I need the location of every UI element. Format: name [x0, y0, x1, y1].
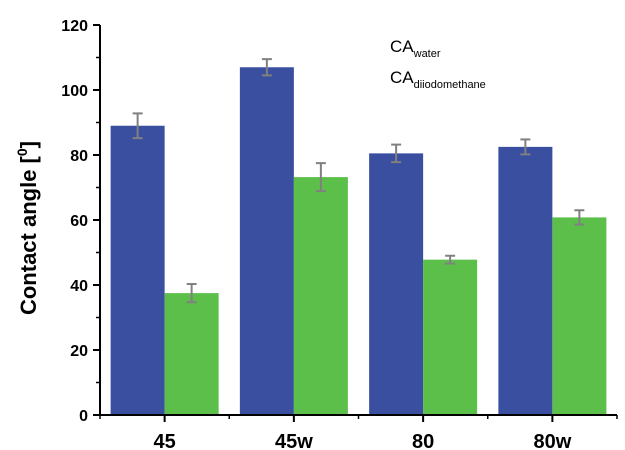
bar-diiodomethane-45w	[293, 177, 348, 415]
y-tick-label-80: 80	[70, 148, 88, 165]
legend-entry-water: CAwater	[390, 37, 441, 60]
bar-water-45w	[239, 67, 294, 415]
bar-water-80	[369, 153, 424, 415]
bar-diiodomethane-80	[423, 259, 478, 415]
bar-water-45	[110, 125, 165, 415]
legend-entry-main: CA	[390, 37, 414, 56]
y-tick-label-100: 100	[61, 83, 88, 100]
y-axis-title-end: ]	[16, 141, 41, 148]
error-bars-group	[132, 58, 585, 304]
legend-entry-sub: diiodomethane	[414, 79, 486, 91]
y-tick-label-20: 20	[70, 343, 88, 360]
y-axis-title-main: Contact angle [	[16, 155, 41, 315]
bar-diiodomethane-45	[164, 293, 219, 415]
legend-entry-sub: water	[413, 48, 441, 60]
x-tick-label-45: 45	[154, 431, 176, 450]
bar-water-80w	[498, 146, 553, 415]
x-tick-label-45w: 45w	[275, 431, 313, 450]
bar-diiodomethane-80w	[552, 217, 607, 415]
y-tick-label-40: 40	[70, 278, 88, 295]
legend-entry-main: CA	[390, 68, 414, 87]
x-tick-label-80: 80	[412, 431, 434, 450]
legend-entry-diiodomethane: CAdiiodomethane	[390, 68, 486, 91]
y-axis-title: Contact angle [0]	[14, 141, 41, 315]
y-tick-label-60: 60	[70, 213, 88, 230]
bars-group	[110, 67, 607, 415]
y-axis-title-sup: 0	[14, 148, 30, 156]
y-tick-label-0: 0	[79, 408, 88, 425]
x-tick-label-80w: 80w	[533, 431, 571, 450]
y-tick-label-120: 120	[61, 18, 88, 35]
